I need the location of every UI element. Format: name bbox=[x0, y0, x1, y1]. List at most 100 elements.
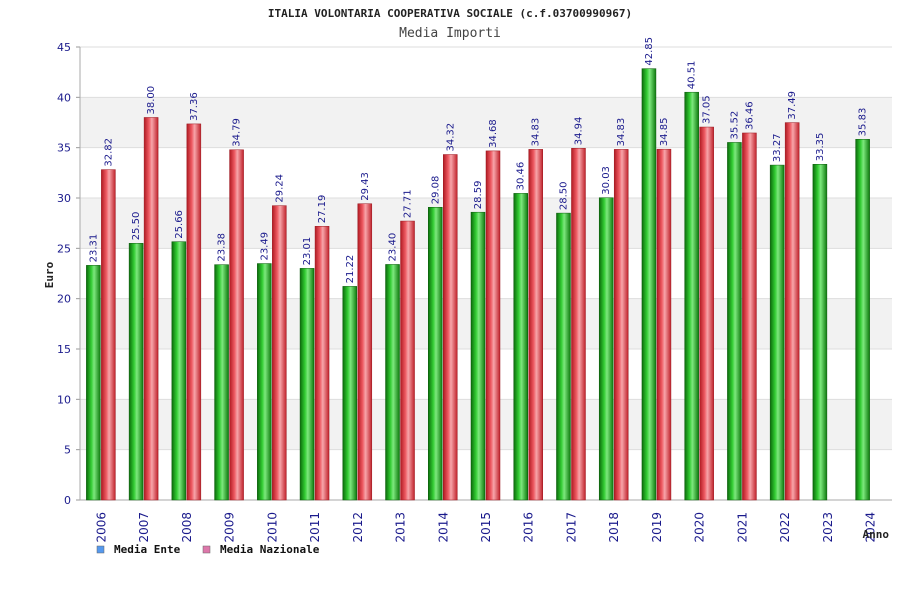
data-label: 23.31 bbox=[88, 234, 99, 263]
data-label: 34.83 bbox=[616, 118, 627, 147]
bar-media-nazionale-2016 bbox=[528, 149, 543, 501]
bar-media-ente-2012 bbox=[342, 286, 358, 501]
data-label: 29.24 bbox=[274, 174, 285, 203]
y-tick-label: 15 bbox=[57, 343, 71, 356]
x-tick-label: 2018 bbox=[607, 512, 621, 543]
x-tick-label: 2023 bbox=[821, 512, 835, 543]
bar-media-nazionale-2017 bbox=[571, 148, 586, 501]
grid-band bbox=[80, 97, 892, 148]
data-label: 29.08 bbox=[430, 176, 441, 205]
bar-media-nazionale-2007 bbox=[143, 117, 159, 501]
data-label: 35.83 bbox=[858, 108, 869, 137]
y-axis-label: Euro bbox=[43, 261, 56, 288]
bar-media-nazionale-2022 bbox=[784, 122, 800, 501]
bar-media-ente-2021 bbox=[727, 142, 742, 501]
y-tick-label: 45 bbox=[57, 41, 71, 54]
bar-media-ente-2015 bbox=[470, 211, 486, 501]
bar-media-nazionale-2019 bbox=[656, 148, 672, 501]
data-label: 38.00 bbox=[146, 86, 157, 115]
bar-media-nazionale-2006 bbox=[101, 169, 116, 501]
y-tick-label: 5 bbox=[64, 444, 71, 457]
bar-media-ente-2010 bbox=[257, 263, 272, 501]
x-tick-label: 2014 bbox=[436, 512, 450, 543]
data-label: 29.43 bbox=[360, 172, 371, 201]
legend: Media Ente Media Nazionale bbox=[96, 543, 320, 556]
x-tick-label: 2009 bbox=[223, 512, 237, 543]
y-tick-label: 35 bbox=[57, 142, 71, 155]
bar-media-nazionale-2015 bbox=[485, 150, 501, 501]
data-label: 34.94 bbox=[573, 117, 584, 146]
bar-media-ente-2013 bbox=[385, 264, 400, 501]
bar-media-ente-2007 bbox=[128, 243, 144, 501]
legend-label: Media Nazionale bbox=[220, 543, 320, 556]
bar-media-ente-2022 bbox=[769, 164, 785, 501]
data-label: 33.35 bbox=[815, 133, 826, 162]
bar-media-ente-2016 bbox=[513, 193, 528, 501]
x-tick-label: 2007 bbox=[137, 512, 151, 543]
x-tick-label: 2016 bbox=[522, 512, 536, 543]
data-label: 37.49 bbox=[787, 91, 798, 120]
bar-media-ente-2024 bbox=[855, 139, 870, 501]
bar-media-ente-2023 bbox=[812, 164, 828, 501]
legend-swatch bbox=[202, 545, 211, 554]
y-tick-label: 20 bbox=[57, 293, 71, 306]
data-label: 25.50 bbox=[131, 212, 142, 241]
x-tick-label: 2019 bbox=[650, 512, 664, 543]
x-tick-label: 2006 bbox=[94, 512, 108, 543]
bar-media-nazionale-2013 bbox=[400, 220, 415, 501]
data-label: 42.85 bbox=[644, 37, 655, 66]
data-label: 30.03 bbox=[601, 166, 612, 195]
data-label: 34.83 bbox=[531, 118, 542, 147]
x-tick-label: 2008 bbox=[180, 512, 194, 543]
x-tick-label: 2011 bbox=[308, 512, 322, 543]
bar-media-nazionale-2014 bbox=[443, 154, 458, 501]
legend-item-media-nazionale: Media Nazionale bbox=[202, 543, 320, 556]
y-tick-label: 40 bbox=[57, 91, 71, 104]
y-tick-label: 10 bbox=[57, 393, 71, 406]
data-label: 33.27 bbox=[772, 133, 783, 162]
data-label: 23.49 bbox=[259, 232, 270, 261]
data-label: 37.05 bbox=[702, 95, 713, 124]
x-tick-label: 2012 bbox=[351, 512, 365, 543]
plot-area: 0 5 10 15 20 25 30 35 40 45 23.31 32.82 2006 25.50 38.… bbox=[57, 37, 892, 543]
bar-media-ente-2008 bbox=[171, 241, 187, 501]
legend-label: Media Ente bbox=[114, 543, 181, 556]
x-axis-label: Anno bbox=[863, 528, 890, 541]
bar-media-nazionale-2020 bbox=[699, 126, 714, 501]
data-label: 34.32 bbox=[445, 123, 456, 152]
bar-media-ente-2018 bbox=[598, 197, 614, 501]
x-tick-label: 2010 bbox=[265, 512, 279, 543]
data-label: 28.50 bbox=[558, 181, 569, 210]
data-label: 23.40 bbox=[388, 233, 399, 262]
legend-swatch bbox=[96, 545, 105, 554]
data-label: 37.36 bbox=[189, 92, 200, 121]
y-tick-label: 25 bbox=[57, 242, 71, 255]
chart-title: ITALIA VOLONTARIA COOPERATIVA SOCIALE (c… bbox=[268, 7, 632, 20]
x-tick-label: 2013 bbox=[394, 512, 408, 543]
data-label: 27.71 bbox=[403, 189, 414, 218]
y-tick-label: 30 bbox=[57, 192, 71, 205]
x-tick-label: 2020 bbox=[693, 512, 707, 543]
x-tick-label: 2021 bbox=[735, 512, 749, 543]
bar-media-nazionale-2012 bbox=[357, 203, 373, 501]
x-tick-label: 2015 bbox=[479, 512, 493, 543]
data-label: 35.52 bbox=[729, 111, 740, 140]
bar-media-ente-2014 bbox=[428, 207, 443, 501]
data-label: 32.82 bbox=[103, 138, 114, 167]
legend-item-media-ente: Media Ente bbox=[96, 543, 181, 556]
bar-media-ente-2006 bbox=[86, 265, 101, 501]
bar-media-nazionale-2021 bbox=[742, 132, 757, 501]
data-label: 25.66 bbox=[174, 210, 185, 239]
x-tick-label: 2022 bbox=[778, 512, 792, 543]
data-label: 30.46 bbox=[516, 162, 527, 191]
data-label: 36.46 bbox=[744, 101, 755, 130]
bar-media-nazionale-2009 bbox=[229, 149, 244, 501]
bar-media-ente-2011 bbox=[299, 268, 315, 501]
chart-subtitle: Media Importi bbox=[399, 26, 501, 41]
data-label: 34.79 bbox=[232, 118, 243, 147]
bar-media-ente-2009 bbox=[214, 264, 229, 501]
data-label: 34.68 bbox=[488, 119, 499, 148]
x-tick-label: 2024 bbox=[864, 512, 878, 543]
y-tick-label: 0 bbox=[64, 494, 71, 507]
